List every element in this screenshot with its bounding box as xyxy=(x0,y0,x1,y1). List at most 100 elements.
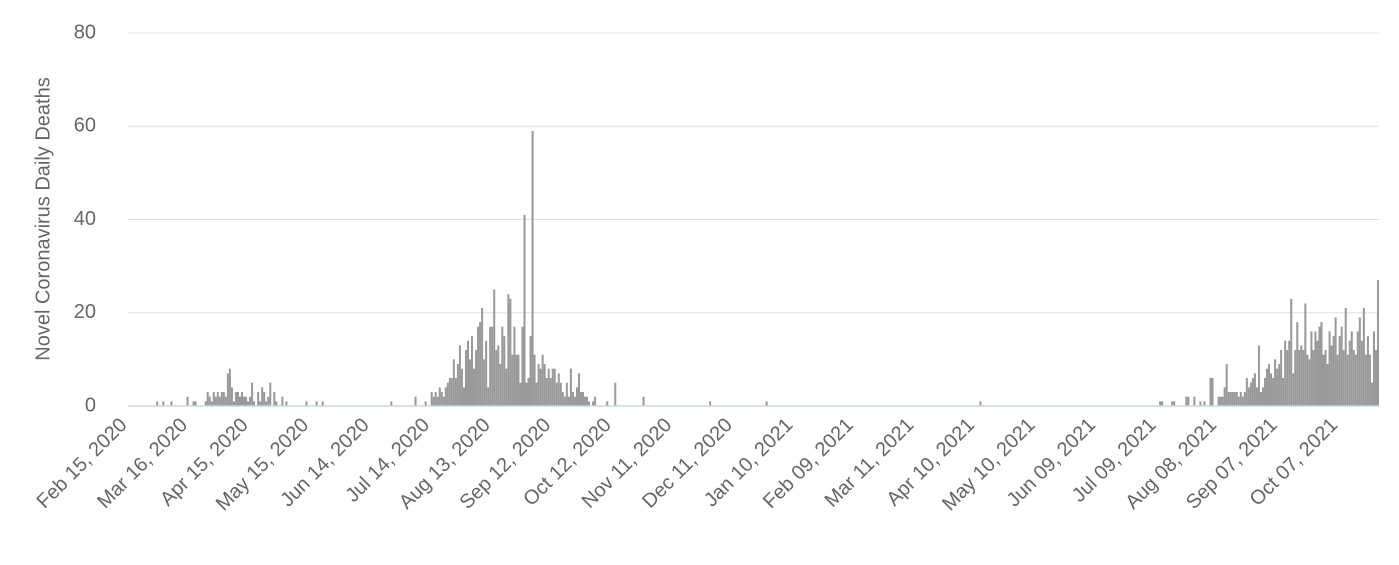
bar xyxy=(1284,340,1287,406)
bar xyxy=(224,396,227,406)
bar xyxy=(543,364,546,406)
bar xyxy=(541,354,544,406)
bar xyxy=(1199,401,1202,406)
bar xyxy=(466,340,469,406)
bar xyxy=(1227,392,1230,406)
bar xyxy=(259,401,262,406)
bar xyxy=(210,401,213,406)
bar xyxy=(531,130,534,406)
bar xyxy=(1320,322,1323,406)
bar xyxy=(257,392,260,406)
bar xyxy=(1290,298,1293,406)
bar xyxy=(1161,401,1164,406)
bar xyxy=(228,368,231,406)
bar xyxy=(1304,303,1307,406)
bar xyxy=(529,336,532,406)
bar xyxy=(523,214,526,406)
bar xyxy=(557,373,560,406)
bar xyxy=(1352,350,1355,406)
bar xyxy=(569,368,572,406)
bar xyxy=(1159,401,1162,406)
bar xyxy=(551,368,554,406)
bar xyxy=(249,396,252,406)
bar xyxy=(1257,345,1260,406)
bar xyxy=(281,396,284,406)
bar xyxy=(489,326,492,406)
bar xyxy=(1266,368,1269,406)
bar xyxy=(1229,392,1232,406)
bar xyxy=(450,378,453,406)
bar xyxy=(1334,317,1337,406)
bar xyxy=(265,401,268,406)
bar xyxy=(1272,378,1275,406)
bar xyxy=(226,373,229,406)
bar xyxy=(1348,340,1351,406)
bar xyxy=(212,392,215,406)
bar xyxy=(1324,350,1327,406)
bar xyxy=(1362,308,1365,406)
bar xyxy=(1354,354,1357,406)
bar xyxy=(261,387,264,406)
bar xyxy=(208,396,211,406)
bar xyxy=(642,396,645,406)
bar xyxy=(521,326,524,406)
bar xyxy=(1332,336,1335,406)
bar xyxy=(614,382,617,406)
bar xyxy=(511,354,514,406)
bar xyxy=(571,392,574,406)
bar xyxy=(533,354,536,406)
bar xyxy=(1203,401,1206,406)
bar xyxy=(251,382,254,406)
bar xyxy=(234,392,237,406)
bar xyxy=(545,378,548,406)
bar xyxy=(253,401,256,406)
bar xyxy=(1280,350,1283,406)
bar xyxy=(709,401,712,406)
bar xyxy=(1235,392,1238,406)
y-tick-label: 0 xyxy=(85,394,96,416)
bar xyxy=(468,359,472,406)
bar xyxy=(594,396,597,406)
bar xyxy=(1219,396,1222,406)
bar xyxy=(1274,359,1277,406)
bar xyxy=(527,378,530,406)
bar xyxy=(240,392,244,406)
y-tick-label: 80 xyxy=(74,21,96,43)
bar xyxy=(162,401,165,406)
bar xyxy=(1328,331,1331,406)
bar xyxy=(1312,350,1315,406)
bar xyxy=(230,387,233,406)
bar xyxy=(263,392,266,406)
bar xyxy=(561,392,564,406)
bar xyxy=(567,396,570,406)
bar xyxy=(414,396,417,406)
bar xyxy=(485,340,488,406)
bar xyxy=(1239,392,1242,406)
bar xyxy=(563,396,566,406)
bar xyxy=(1368,354,1371,406)
bar xyxy=(537,364,540,406)
bar xyxy=(1261,387,1264,406)
bar xyxy=(513,326,516,406)
bar xyxy=(1342,350,1345,406)
bar xyxy=(1209,378,1212,406)
bar xyxy=(1350,331,1353,406)
bar xyxy=(1286,350,1289,406)
bar xyxy=(1259,392,1262,406)
bar xyxy=(456,364,459,406)
bar xyxy=(1211,378,1214,406)
bar xyxy=(1263,378,1267,406)
bar xyxy=(194,401,197,406)
bar xyxy=(1364,354,1367,406)
bar xyxy=(170,401,173,406)
bar xyxy=(1268,364,1271,406)
bar xyxy=(1294,350,1297,406)
bar xyxy=(1187,396,1190,406)
bar xyxy=(446,382,449,406)
y-tick-label: 60 xyxy=(74,115,96,137)
bar xyxy=(1278,364,1281,406)
bar xyxy=(1255,387,1258,406)
y-tick-label: 40 xyxy=(74,208,96,230)
bar xyxy=(497,345,500,406)
